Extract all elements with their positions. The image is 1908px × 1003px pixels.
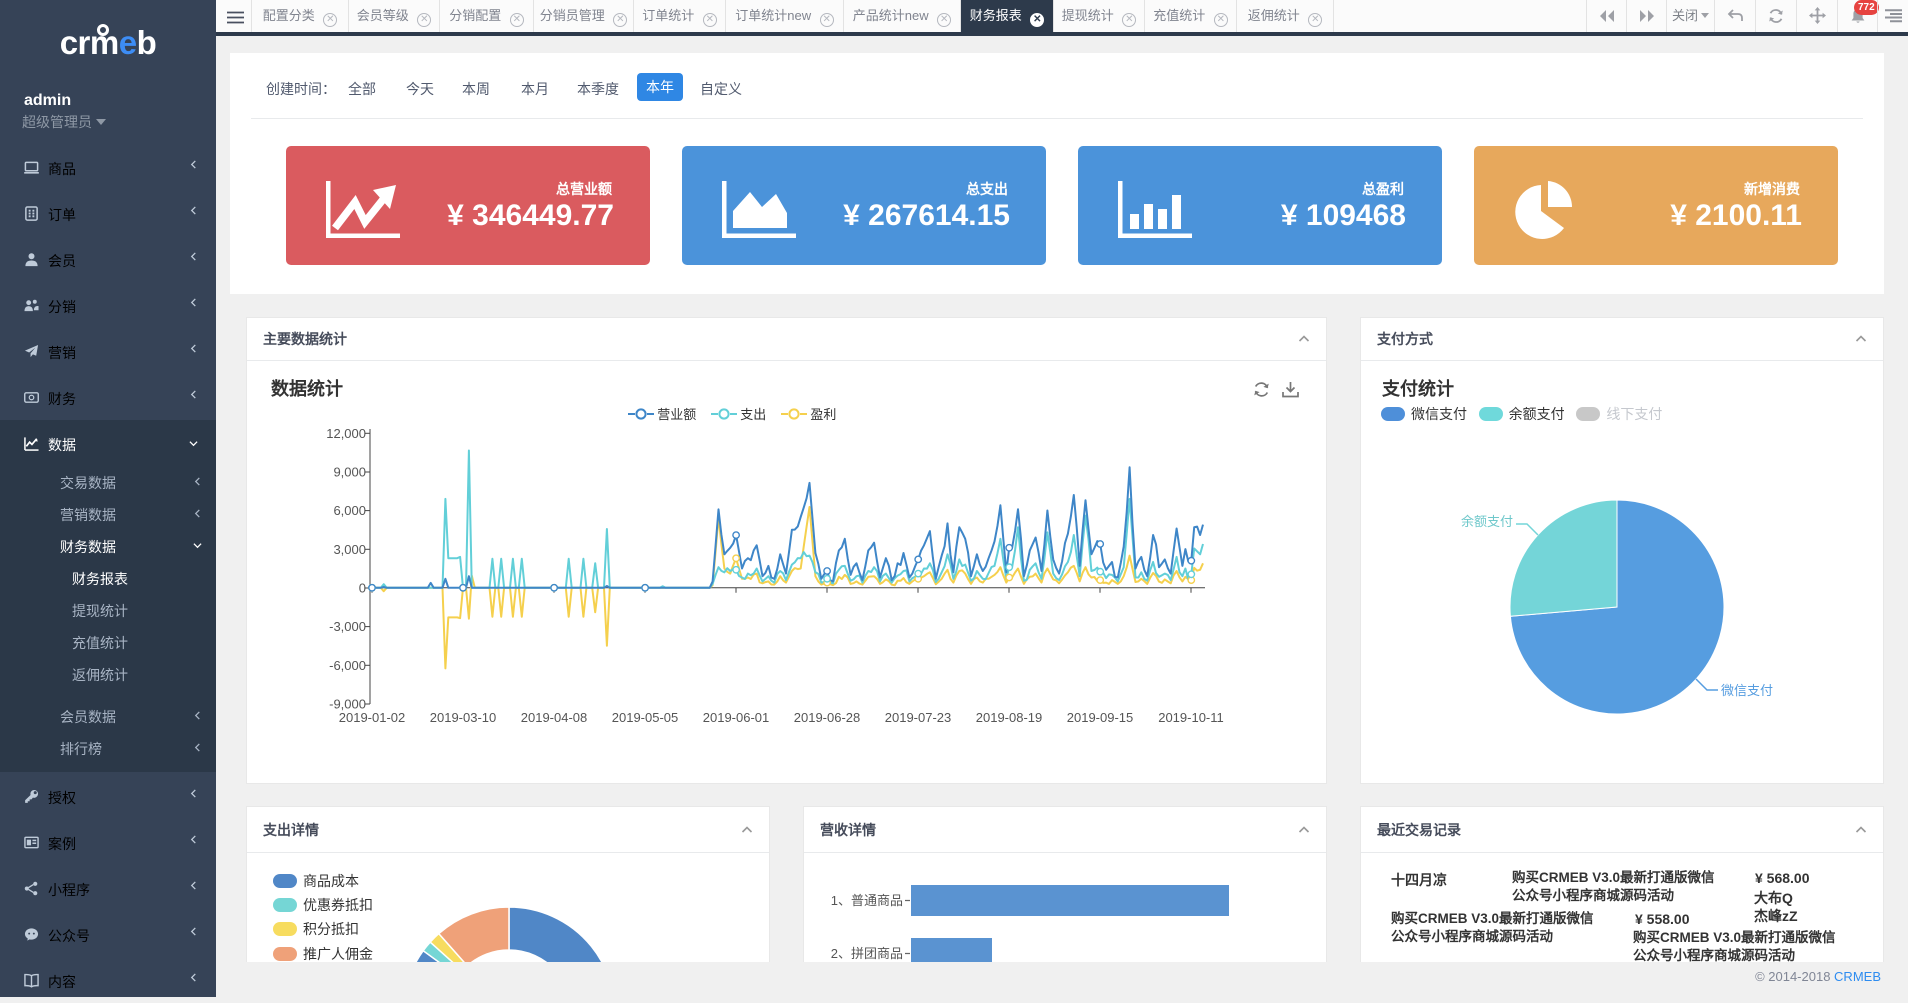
svg-text:2019-05-05: 2019-05-05 [612,710,679,725]
svg-text:-6,000: -6,000 [329,658,366,673]
svg-text:2019-09-15: 2019-09-15 [1067,710,1134,725]
svg-text:余额支付: 余额支付 [1461,514,1513,529]
svg-text:微信支付: 微信支付 [1721,683,1773,698]
svg-text:-9,000: -9,000 [329,697,366,712]
svg-text:2019-08-19: 2019-08-19 [976,710,1043,725]
svg-text:2019-06-01: 2019-06-01 [703,710,770,725]
svg-text:1、普通商品: 1、普通商品 [831,893,903,908]
svg-text:0: 0 [359,581,366,596]
svg-text:-3,000: -3,000 [329,619,366,634]
svg-text:2019-03-10: 2019-03-10 [430,710,497,725]
svg-text:3,000: 3,000 [333,542,366,557]
svg-text:2019-01-02: 2019-01-02 [339,710,406,725]
svg-text:12,000: 12,000 [326,426,366,441]
svg-text:2019-07-23: 2019-07-23 [885,710,952,725]
svg-text:2019-04-08: 2019-04-08 [521,710,588,725]
svg-text:2019-06-28: 2019-06-28 [794,710,861,725]
svg-text:9,000: 9,000 [333,465,366,480]
svg-text:2、拼团商品: 2、拼团商品 [831,946,903,961]
svg-text:2019-10-11: 2019-10-11 [1158,710,1224,725]
svg-text:6,000: 6,000 [333,503,366,518]
